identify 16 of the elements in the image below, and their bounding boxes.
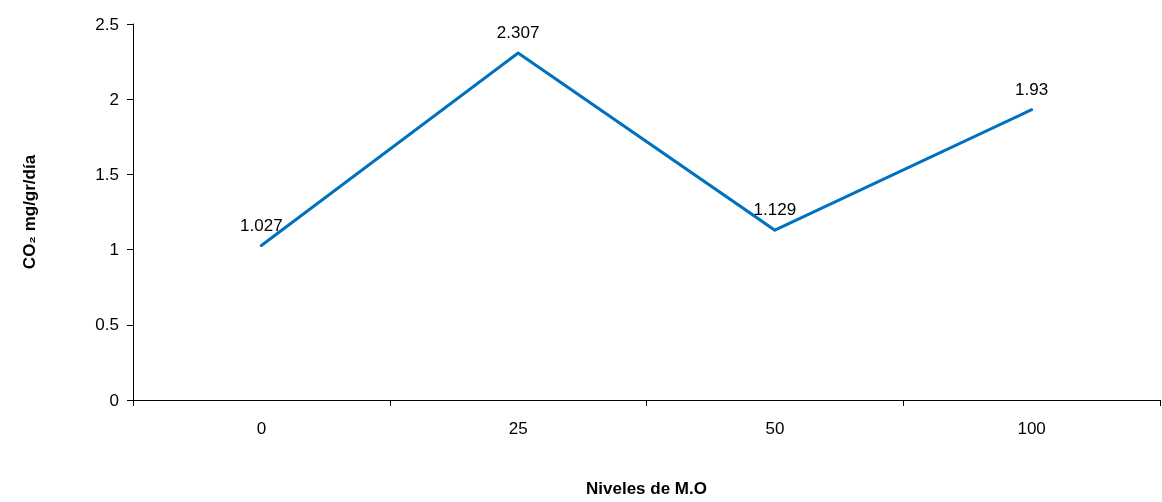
y-tick-label: 2.5: [95, 14, 119, 34]
data-label: 1.027: [240, 215, 283, 235]
data-label: 1.93: [1015, 79, 1049, 99]
y-axis-title: CO₂ mg/gr/día: [20, 154, 39, 270]
data-label: 2.307: [496, 23, 540, 43]
y-tick-label: 0.5: [95, 315, 119, 335]
x-tick-label: 100: [1017, 419, 1046, 438]
x-tick-label: 25: [508, 419, 528, 438]
x-tick-label: 0: [256, 419, 267, 438]
y-tick-label: 0: [109, 390, 119, 410]
x-tick-label: 50: [765, 419, 785, 438]
y-tick-label: 1.5: [95, 164, 119, 184]
y-tick-label: 1: [109, 240, 119, 260]
x-axis-title: Niveles de M.O: [586, 479, 707, 498]
y-tick-label: 2: [109, 89, 119, 109]
data-label: 1.129: [753, 200, 797, 220]
